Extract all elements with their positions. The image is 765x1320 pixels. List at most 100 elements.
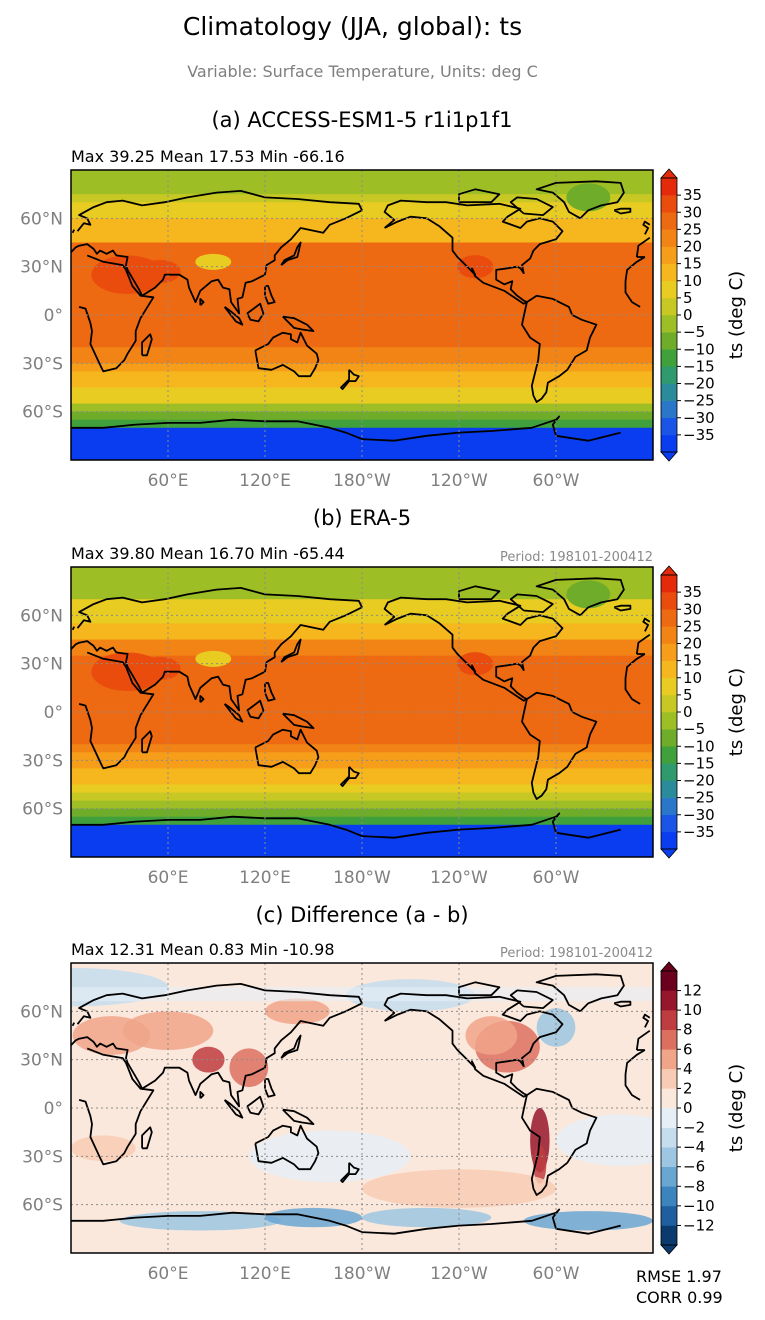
coastline-newguinea bbox=[282, 315, 315, 332]
coastline-uk bbox=[71, 617, 651, 632]
coastline-sumatra bbox=[223, 1099, 244, 1119]
colorbar-tick-label: 35 bbox=[683, 186, 702, 204]
colorbar-tick-label: −30 bbox=[683, 409, 715, 427]
colorbar-tick-label: 25 bbox=[683, 617, 702, 635]
y-tick-label: 60°N bbox=[20, 1002, 63, 1022]
coastline-namerica bbox=[383, 992, 564, 1098]
page-title: Climatology (JJA, global): ts bbox=[182, 12, 523, 41]
x-tick-label: 120°W bbox=[430, 868, 488, 887]
colorbar-tick-label: 30 bbox=[683, 203, 702, 221]
y-tick-label: 30°N bbox=[20, 655, 63, 675]
colorbar-tick-label: −10 bbox=[683, 340, 715, 358]
coastline-borneo bbox=[246, 699, 265, 720]
panel-b-stats: Max 39.80 Mean 16.70 Min -65.44 bbox=[71, 544, 345, 563]
colorbar-tick-label: 30 bbox=[683, 600, 702, 618]
colorbar-tick-label: −8 bbox=[683, 1177, 705, 1195]
coastline-nz bbox=[340, 1162, 360, 1183]
colorbar-tick-label: 35 bbox=[683, 583, 702, 601]
x-tick-label: 60°E bbox=[148, 868, 189, 887]
gridlines bbox=[71, 170, 653, 460]
colorbar-tick-label: 4 bbox=[683, 1060, 693, 1078]
colorbar-tick-label: 15 bbox=[683, 255, 702, 273]
y-tick-label: 30°N bbox=[20, 258, 63, 278]
colorbar-tick-label: 25 bbox=[683, 220, 702, 238]
error-stats: RMSE 1.97 CORR 0.99 bbox=[636, 1266, 723, 1308]
coastline-borneo bbox=[246, 1095, 265, 1116]
colorbar-tick-label: −20 bbox=[683, 375, 715, 393]
panel-a-stats: Max 39.25 Mean 17.53 Min -66.16 bbox=[71, 147, 345, 166]
coastline-sumatra bbox=[223, 306, 244, 326]
coastlines bbox=[71, 973, 651, 1235]
colorbar-tick-label: −10 bbox=[683, 737, 715, 755]
x-tick-label: 120°E bbox=[239, 471, 291, 490]
rmse-label: RMSE 1.97 bbox=[636, 1267, 722, 1286]
colorbar-tick-label: 20 bbox=[683, 635, 702, 653]
x-tick-label: 120°W bbox=[430, 1264, 488, 1283]
coastline-greenland bbox=[535, 973, 625, 1013]
coastline-japan bbox=[280, 1034, 302, 1059]
colorbar-tick-label: −5 bbox=[683, 720, 705, 738]
colorbar-tick-label: −15 bbox=[683, 357, 715, 375]
coastline-antarctica bbox=[71, 415, 621, 442]
gridlines bbox=[71, 963, 653, 1253]
x-tick-label: 60°W bbox=[533, 868, 580, 887]
coastline-madagascar bbox=[141, 333, 153, 357]
colorbar-tick-label: 10 bbox=[683, 272, 702, 290]
x-tick-label: 60°E bbox=[148, 471, 189, 490]
coastlines bbox=[71, 577, 651, 839]
colorbar-tick-label: 0 bbox=[683, 306, 693, 324]
x-tick-label: 120°E bbox=[239, 1264, 291, 1283]
coastline-uk bbox=[71, 1013, 651, 1028]
colorbar-tick-label: 12 bbox=[683, 982, 702, 1000]
y-tick-label: 60°S bbox=[22, 403, 63, 423]
y-tick-label: 60°N bbox=[20, 209, 63, 229]
coastline-japan bbox=[280, 638, 302, 663]
colorbar-tick-label: −4 bbox=[683, 1138, 705, 1156]
colorbar-label: ts (deg C) bbox=[726, 1064, 747, 1152]
y-tick-label: 0° bbox=[44, 703, 63, 723]
colorbar-tick-label: 6 bbox=[683, 1040, 693, 1058]
coastline-africa bbox=[78, 1047, 646, 1166]
colorbar-tick-label: 0 bbox=[683, 1099, 693, 1117]
y-tick-label: 60°S bbox=[22, 800, 63, 820]
coastline-antarctica bbox=[71, 1208, 621, 1235]
y-tick-label: 60°N bbox=[20, 606, 63, 626]
colorbar-tick-label: 2 bbox=[683, 1079, 693, 1097]
coastline-australia bbox=[254, 1124, 320, 1171]
colorbar-tick-label: −35 bbox=[683, 823, 715, 841]
x-tick-label: 120°E bbox=[239, 868, 291, 887]
map-frame bbox=[70, 169, 654, 461]
panel-a-map: 60°E 120°E 180°W 120°W 60°W 60°N 30°N 0° 30°S 60°… bbox=[20, 168, 747, 490]
panel-c-title: (c) Difference (a - b) bbox=[255, 903, 469, 927]
y-tick-label: 30°N bbox=[20, 1051, 63, 1071]
colorbar-tick-label: −15 bbox=[683, 754, 715, 772]
coastline-srilanka bbox=[199, 298, 205, 306]
page-subtitle: Variable: Surface Temperature, Units: de… bbox=[187, 62, 538, 81]
panel-b-period: Period: 198101-200412 bbox=[500, 550, 653, 565]
coastline-africa bbox=[78, 651, 646, 770]
panel-c-period: Period: 198101-200412 bbox=[500, 946, 653, 961]
colorbar-tick-label: −25 bbox=[683, 392, 715, 410]
colorbar-tick-label: 20 bbox=[683, 238, 702, 256]
colorbar-tick-label: 5 bbox=[683, 289, 693, 307]
coastline-sumatra bbox=[223, 703, 244, 723]
coastline-uk bbox=[71, 220, 651, 235]
colorbar-tick-label: −10 bbox=[683, 1197, 715, 1215]
colorbar-tick-label: 10 bbox=[683, 1001, 702, 1019]
coastline-greenland bbox=[535, 180, 625, 220]
coastline-africa bbox=[78, 254, 646, 373]
x-tick-label: 60°E bbox=[148, 1264, 189, 1283]
coastline-nz bbox=[340, 766, 360, 787]
coastline-japan bbox=[280, 241, 302, 266]
coastline-newguinea bbox=[282, 1108, 315, 1125]
gridlines bbox=[71, 567, 653, 857]
colorbar-tick-label: −20 bbox=[683, 772, 715, 790]
colorbar-tick-label: −5 bbox=[683, 323, 705, 341]
colorbar-tick-label: 15 bbox=[683, 652, 702, 670]
x-tick-label: 60°W bbox=[533, 471, 580, 490]
coastline-srilanka bbox=[199, 695, 205, 703]
coastline-newguinea bbox=[282, 712, 315, 729]
